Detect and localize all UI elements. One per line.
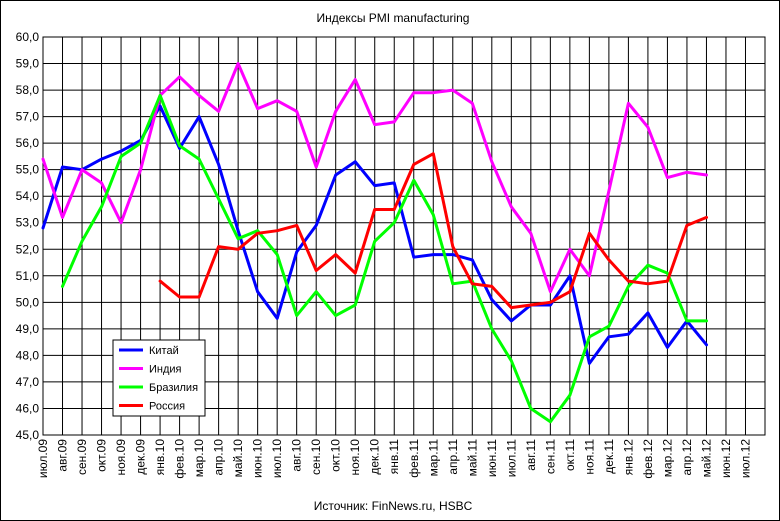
x-tick-label: сен.11	[543, 439, 557, 474]
x-tick-label: июн.11	[485, 439, 499, 477]
x-tick-label: апр.11	[446, 439, 460, 475]
x-tick-label: авг.10	[290, 439, 304, 472]
y-tick-label: 51,0	[16, 269, 40, 283]
y-tick-label: 55,0	[16, 163, 40, 177]
x-tick-label: фев.12	[641, 439, 655, 479]
x-tick-label: авг.11	[524, 439, 538, 471]
x-tick-label: апр.10	[212, 439, 226, 476]
x-tick-label: июн.12	[719, 439, 733, 478]
y-tick-label: 60,0	[16, 30, 40, 44]
legend-label: Россия	[149, 401, 185, 413]
plot-area-border	[42, 36, 766, 436]
legend: Китай Индия Бразилия Россия	[112, 339, 206, 417]
x-tick-label: май.12	[699, 439, 713, 478]
y-axis: 60,0 59,0 58,0 57,0 56,0 55,0 54,0 53,0 52,0 51,0…	[16, 30, 40, 442]
series-lines	[41, 62, 708, 424]
x-axis: июл.09 авг.09 сен.09 окт.09 ноя.09 дек.09 янв.…	[36, 439, 752, 479]
x-tick-label: янв.10	[153, 439, 167, 476]
y-tick-label: 46,0	[16, 401, 40, 415]
x-tick-label: ноя.09	[114, 439, 128, 476]
legend-label: Индия	[149, 364, 182, 376]
legend-label: Бразилия	[149, 382, 198, 394]
x-tick-label: мар.11	[426, 439, 440, 477]
x-tick-label: ноя.10	[348, 439, 362, 476]
x-tick-label: мар.12	[660, 439, 674, 478]
y-tick-label: 57,0	[16, 110, 40, 124]
x-tick-label: июл.11	[504, 439, 518, 478]
y-tick-label: 52,0	[16, 242, 40, 256]
y-tick-label: 58,0	[16, 83, 40, 97]
y-tick-label: 47,0	[16, 375, 40, 389]
y-tick-label: 53,0	[16, 216, 40, 230]
x-tick-label: июл.10	[270, 439, 284, 478]
x-tick-label: янв.11	[387, 439, 401, 475]
x-tick-label: июн.10	[251, 439, 265, 478]
y-tick-label: 59,0	[16, 57, 40, 71]
x-tick-label: фев.10	[173, 439, 187, 479]
chart-title: Индексы PMI manufacturing	[317, 11, 470, 25]
x-tick-label: июл.12	[738, 439, 752, 478]
x-tick-label: сен.09	[75, 439, 89, 475]
x-tick-label: дек.10	[368, 439, 382, 475]
series-line-Россия	[158, 152, 708, 310]
legend-box	[112, 339, 206, 417]
y-tick-label: 50,0	[16, 295, 40, 309]
x-tick-label: апр.12	[680, 439, 694, 476]
source-note: Источник: FinNews.ru, HSBC	[314, 499, 473, 513]
x-tick-label: мар.10	[192, 439, 206, 478]
y-tick-label: 48,0	[16, 348, 40, 362]
y-tick-label: 49,0	[16, 322, 40, 336]
x-tick-label: дек.09	[134, 439, 148, 475]
x-tick-label: сен.10	[309, 439, 323, 475]
x-tick-label: окт.10	[329, 439, 343, 472]
y-tick-label: 56,0	[16, 136, 40, 150]
x-tick-label: ноя.11	[582, 439, 596, 475]
x-tick-label: окт.11	[563, 439, 577, 471]
x-tick-label: май.10	[231, 439, 245, 478]
x-tick-label: дек.11	[602, 439, 616, 474]
y-tick-label: 45,0	[16, 428, 40, 442]
x-tick-label: окт.09	[95, 439, 109, 472]
y-tick-label: 54,0	[16, 189, 40, 203]
x-tick-label: июл.09	[36, 439, 50, 478]
legend-label: Китай	[149, 345, 179, 357]
x-tick-label: май.11	[465, 439, 479, 477]
x-tick-label: фев.11	[407, 439, 421, 478]
x-tick-label: янв.12	[621, 439, 635, 476]
series-line-Индия	[41, 62, 708, 294]
x-tick-label: авг.09	[56, 439, 70, 472]
series-line-Бразилия	[61, 93, 708, 424]
